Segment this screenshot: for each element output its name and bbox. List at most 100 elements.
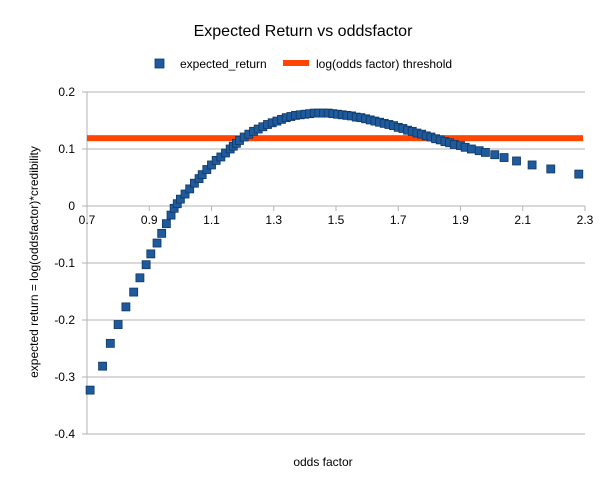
threshold-line-marker (467, 135, 471, 142)
threshold-line-marker (187, 135, 191, 142)
x-tick-label: 1.5 (328, 213, 345, 227)
threshold-line-marker (171, 135, 175, 142)
threshold-line-marker (107, 135, 111, 142)
threshold-line-marker (99, 135, 103, 142)
threshold-line-marker (323, 135, 327, 142)
grid (87, 91, 585, 435)
threshold-line-marker (491, 135, 495, 142)
data-point (161, 219, 171, 229)
x-tick-label: 1.1 (203, 213, 220, 227)
threshold-line-marker (495, 135, 499, 142)
y-tick-label: 0.2 (58, 85, 75, 99)
threshold-line-marker (511, 135, 515, 142)
threshold-line-marker (339, 135, 343, 142)
threshold-line-marker (375, 135, 379, 142)
legend-marker-expected-return (154, 58, 165, 69)
x-tick-label: 2.3 (577, 213, 594, 227)
threshold-line-marker (215, 135, 219, 142)
data-point (499, 153, 509, 162)
data-point (180, 189, 190, 199)
threshold-line-marker (223, 135, 227, 142)
threshold-line-marker (455, 135, 459, 142)
threshold-line-marker (347, 135, 351, 142)
threshold-line-marker (575, 135, 579, 142)
threshold-series (87, 135, 583, 142)
y-tick-label: -0.2 (54, 313, 75, 327)
legend-label-threshold: log(odds factor) threshold (316, 57, 452, 71)
data-point (157, 228, 167, 238)
threshold-line-marker (571, 135, 575, 142)
threshold-line-marker (475, 135, 479, 142)
threshold-line-marker (379, 135, 383, 142)
threshold-line-marker (567, 135, 571, 142)
threshold-line-marker (335, 135, 339, 142)
threshold-line-marker (463, 135, 467, 142)
threshold-line-marker (407, 135, 411, 142)
threshold-line-marker (319, 135, 323, 142)
threshold-line-marker (551, 135, 555, 142)
threshold-line-marker (211, 135, 215, 142)
threshold-line-marker (91, 135, 95, 142)
threshold-line-marker (523, 135, 527, 142)
threshold-line-marker (355, 135, 359, 142)
threshold-line-marker (207, 135, 211, 142)
threshold-line-marker (331, 135, 335, 142)
data-point (175, 194, 185, 204)
threshold-line-marker (499, 135, 503, 142)
threshold-line-marker (143, 135, 147, 142)
threshold-line-marker (535, 135, 539, 142)
x-tick-label: 0.9 (141, 213, 158, 227)
data-point (85, 385, 95, 395)
threshold-line-marker (343, 135, 347, 142)
threshold-line-marker (311, 135, 315, 142)
threshold-line-marker (367, 135, 371, 142)
x-tick-label: 1.3 (265, 213, 282, 227)
threshold-line-marker (307, 135, 311, 142)
threshold-line-marker (515, 135, 519, 142)
threshold-line-marker (255, 135, 259, 142)
threshold-line-marker (259, 135, 263, 142)
threshold-line-marker (451, 135, 455, 142)
threshold-line-marker (199, 135, 203, 142)
data-point (105, 338, 115, 348)
x-tick-label: 2.1 (514, 213, 531, 227)
threshold-line-marker (227, 135, 231, 142)
threshold-line-marker (391, 135, 395, 142)
threshold-line-marker (131, 135, 135, 142)
threshold-line-marker (503, 135, 507, 142)
threshold-line-marker (203, 135, 207, 142)
threshold-line-marker (579, 135, 583, 142)
data-point (197, 170, 207, 180)
threshold-line-marker (151, 135, 155, 142)
threshold-line-marker (295, 135, 299, 142)
data-point (141, 260, 151, 270)
data-point (98, 361, 107, 371)
threshold-line-marker (399, 135, 403, 142)
threshold-line-marker (283, 135, 287, 142)
threshold-line-marker (327, 135, 331, 142)
threshold-line-marker (147, 135, 151, 142)
threshold-line-marker (275, 135, 279, 142)
x-axis-title: odds factor (293, 455, 352, 469)
y-tick-label: 0.1 (58, 142, 75, 156)
x-tick-label: 1.7 (390, 213, 407, 227)
threshold-line-marker (483, 135, 487, 142)
data-point (466, 144, 476, 154)
threshold-line-marker (191, 135, 195, 142)
legend-label-expected-return: expected_return (180, 57, 267, 71)
threshold-line-marker (527, 135, 531, 142)
x-tick-labels: 0.7 0.9 1.1 1.3 1.5 1.7 1.9 2.1 2.3 (79, 213, 594, 227)
data-point (146, 249, 156, 259)
data-point (189, 178, 199, 188)
threshold-line-marker (263, 135, 267, 142)
threshold-line-marker (115, 135, 119, 142)
threshold-line-marker (279, 135, 283, 142)
legend: expected_return log(odds factor) thresho… (154, 57, 452, 71)
x-tick-label: 0.7 (79, 213, 96, 227)
data-point (135, 273, 145, 283)
y-tick-label: -0.4 (54, 427, 75, 441)
threshold-line-marker (403, 135, 407, 142)
threshold-line-marker (411, 135, 415, 142)
threshold-line-marker (471, 135, 475, 142)
y-axis-title: expected return = log(oddsfactor)*credib… (27, 146, 41, 378)
